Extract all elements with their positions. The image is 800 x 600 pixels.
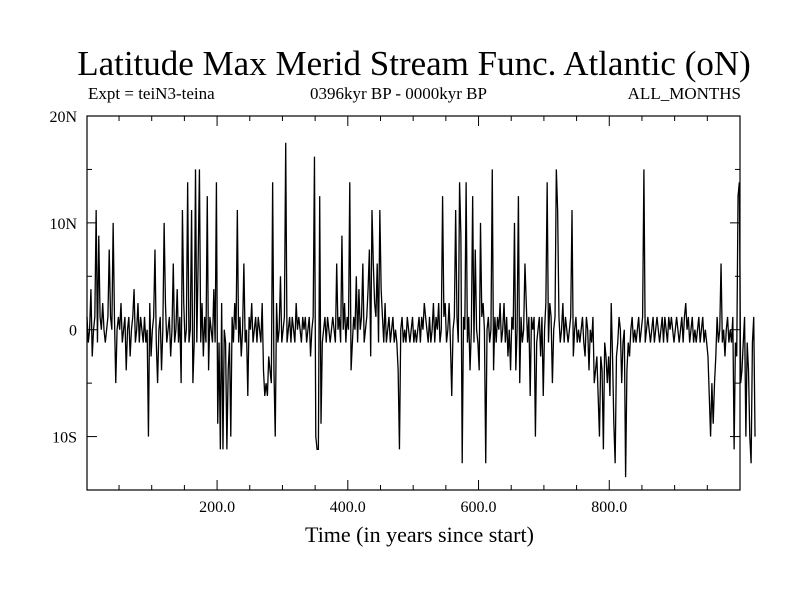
y-tick-label: 0 — [69, 323, 77, 340]
x-tick-label: 600.0 — [461, 499, 497, 516]
x-tick-label: 200.0 — [199, 499, 235, 516]
y-tick-label: 20N — [49, 109, 77, 126]
chart-title: Latitude Max Merid Stream Func. Atlantic… — [77, 44, 751, 83]
x-tick-label: 400.0 — [330, 499, 366, 516]
experiment-label: Expt = teiN3-teina — [88, 84, 215, 103]
x-axis: 200.0 400.0 600.0 800.0 — [118, 116, 708, 516]
x-axis-label: Time (in years since start) — [305, 522, 534, 547]
y-axis: 10S 0 10N 20N — [49, 109, 740, 491]
months-label: ALL_MONTHS — [627, 84, 741, 103]
plot-frame — [86, 115, 741, 491]
time-period-label: 0396kyr BP - 0000kyr BP — [310, 84, 487, 103]
y-tick-label: 10S — [52, 430, 77, 447]
y-tick-label: 10N — [49, 216, 77, 233]
series-line — [86, 142, 756, 478]
x-tick-label: 800.0 — [591, 499, 627, 516]
